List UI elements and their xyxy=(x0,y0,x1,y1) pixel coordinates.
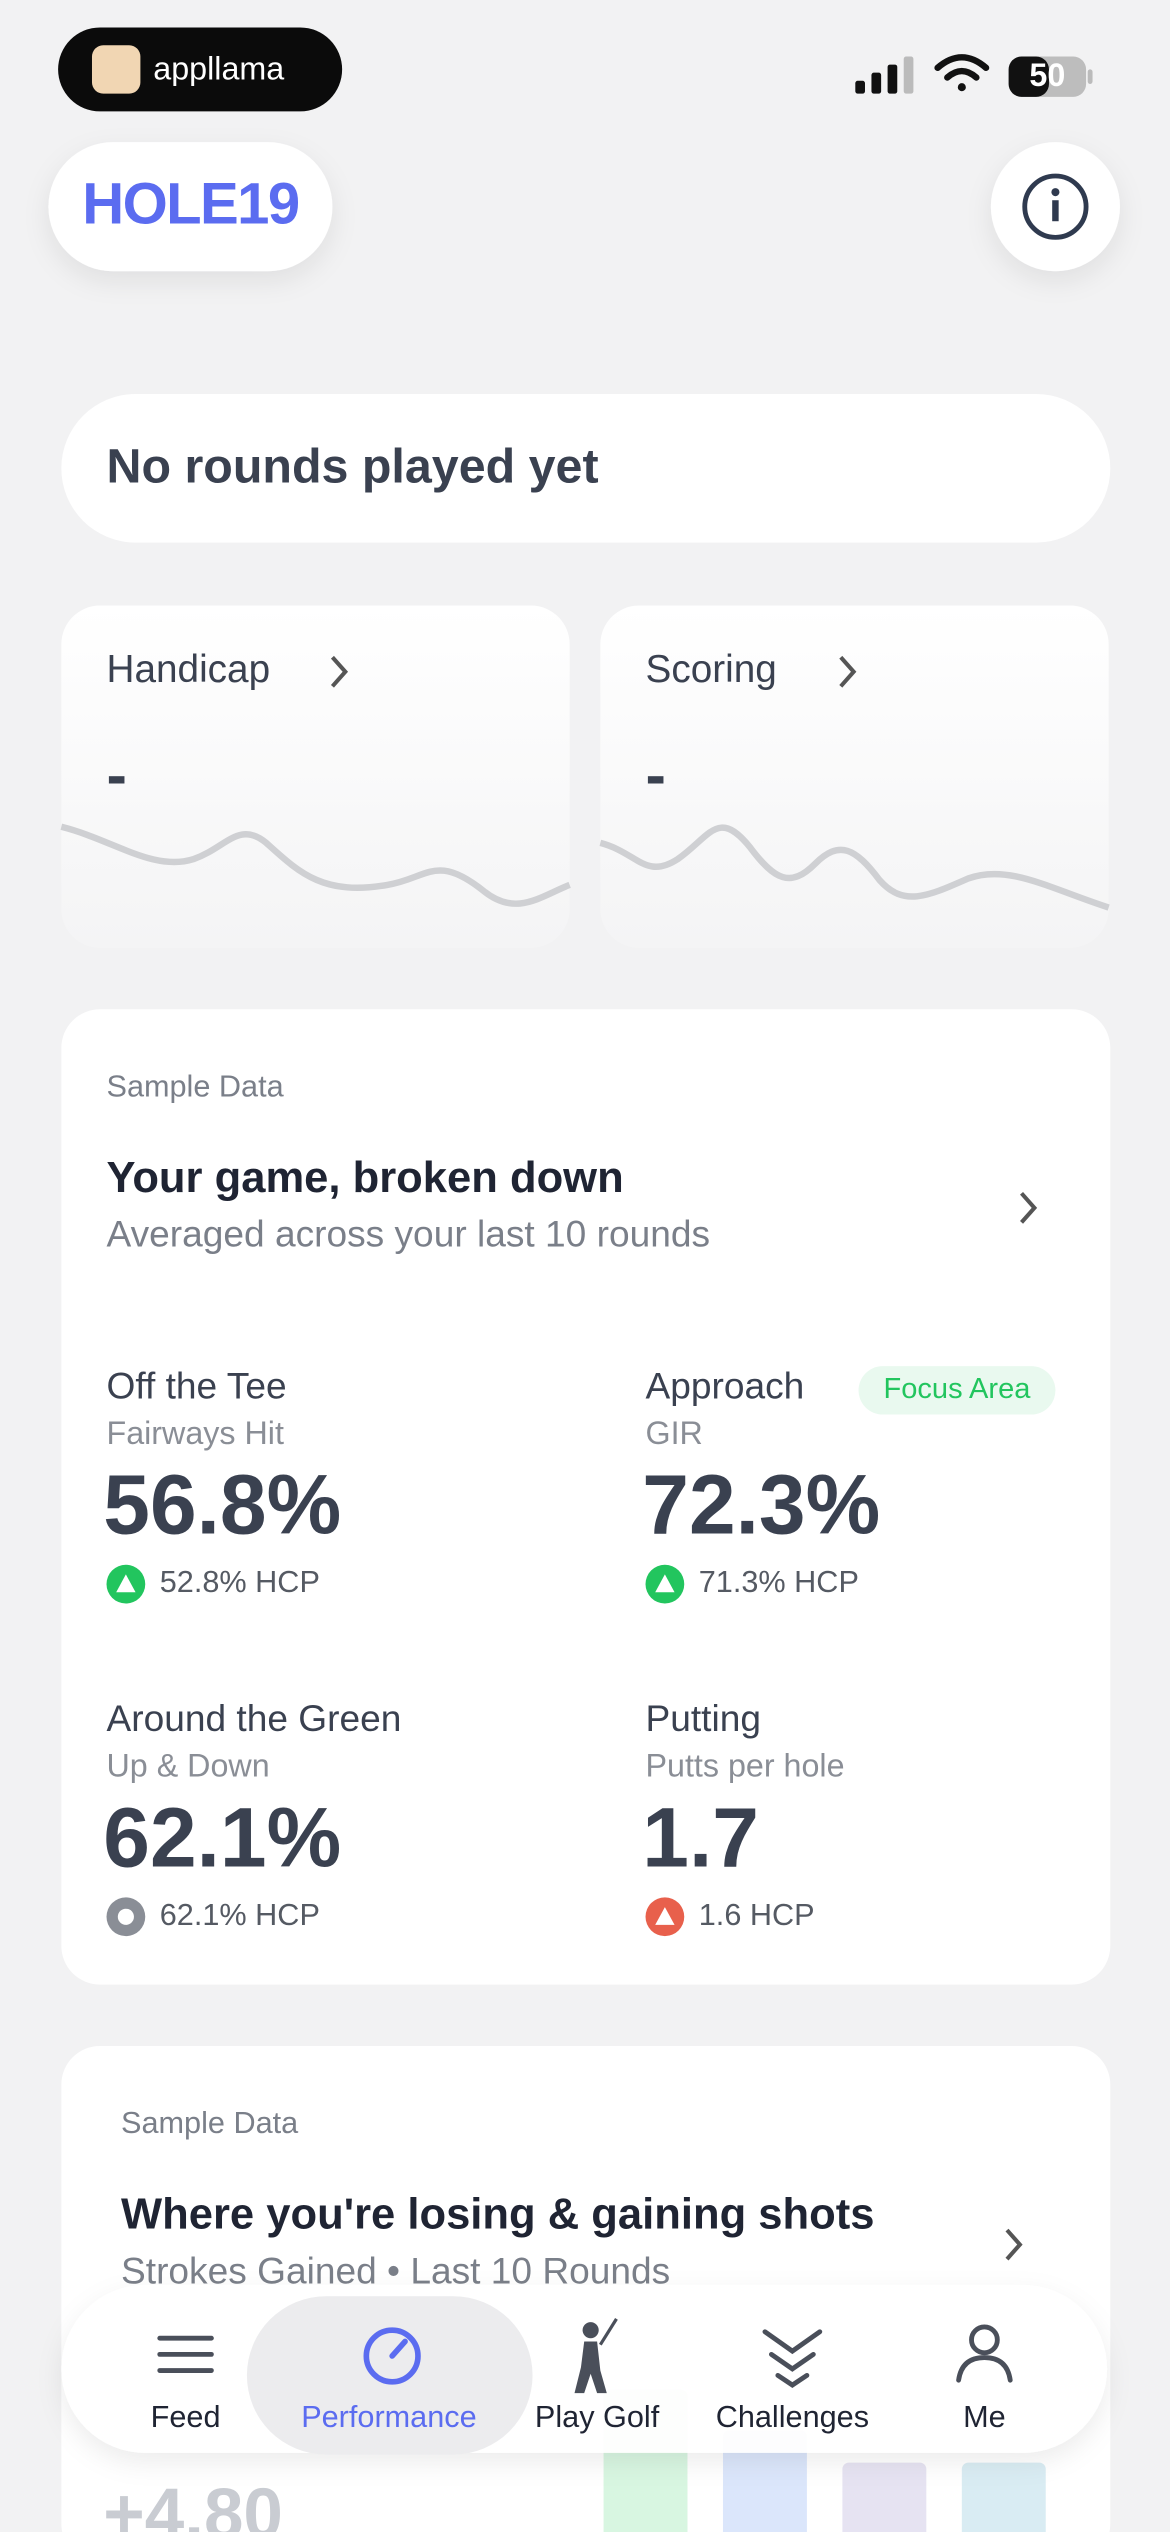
brand-icon xyxy=(91,45,141,94)
bar-decor xyxy=(961,2462,1046,2532)
strokes-value: +4.80 xyxy=(103,2475,283,2532)
trend-arrow xyxy=(655,1574,675,1593)
chevron xyxy=(330,655,349,688)
stat-hcp: 62.1% HCP xyxy=(160,1898,320,1932)
banner-text: No rounds played yet xyxy=(107,440,599,494)
card-title: Handicap xyxy=(107,648,271,691)
wifi-icon xyxy=(934,54,990,92)
trend-arrow xyxy=(116,1574,136,1593)
tab-performance[interactable]: Performance xyxy=(301,2327,477,2434)
chevron xyxy=(1005,2228,1023,2261)
bar-decor xyxy=(722,2430,807,2532)
trend-dot xyxy=(117,1908,134,1925)
card-title: Where you're losing & gaining shots xyxy=(121,2191,874,2239)
logo-pill xyxy=(48,142,333,272)
breakdown-card[interactable]: Sample Data Your game, broken down Avera… xyxy=(61,1009,1111,1985)
tab-label: Challenges xyxy=(716,2400,869,2434)
card-label: Sample Data xyxy=(107,1069,285,1103)
tab-label: Play Golf xyxy=(535,2400,660,2434)
stat-hcp: 52.8% HCP xyxy=(160,1565,320,1599)
focus-badge xyxy=(858,1366,1056,1415)
chevron xyxy=(1020,1191,1038,1224)
tab-play-golf[interactable]: Play Golf xyxy=(535,2317,660,2434)
battery-cap xyxy=(1087,69,1093,84)
tab-bar: Feed Performance Play Golf Challenges Me xyxy=(61,2284,1108,2455)
brand-name: appllama xyxy=(153,51,284,87)
stat-hcp: 1.6 HCP xyxy=(699,1898,815,1932)
card-value: - xyxy=(107,740,127,809)
signal-icon xyxy=(855,56,914,94)
stat-metric: GIR xyxy=(646,1415,703,1451)
tab-challenges[interactable]: Challenges xyxy=(716,2329,869,2434)
bar-decor xyxy=(842,2462,927,2532)
chevron xyxy=(839,655,857,688)
battery-text: 50 xyxy=(1029,57,1065,93)
stat-name: Off the Tee xyxy=(107,1365,287,1407)
handicap-sparkline xyxy=(60,823,571,907)
card-label: Sample Data xyxy=(121,2106,299,2140)
card-value: - xyxy=(646,740,666,809)
stat-name: Around the Green xyxy=(107,1697,402,1739)
stat-name: Approach xyxy=(646,1365,805,1407)
stat-name: Putting xyxy=(646,1697,762,1739)
trend-arrow xyxy=(655,1907,675,1925)
handicap-card[interactable]: Handicap - xyxy=(60,605,571,948)
logo: HOLE19 xyxy=(82,172,299,237)
focus-badge-text: Focus Area xyxy=(884,1373,1032,1405)
battery-level xyxy=(1008,56,1049,97)
card-title: Your game, broken down xyxy=(107,1154,624,1202)
info-button[interactable] xyxy=(990,142,1120,272)
stat-hcp: 71.3% HCP xyxy=(699,1565,859,1599)
scoring-sparkline xyxy=(599,824,1110,911)
stat-value: 72.3% xyxy=(642,1458,880,1552)
stat-metric: Up & Down xyxy=(107,1748,270,1784)
tab-label: Me xyxy=(963,2400,1006,2434)
stat-metric: Fairways Hit xyxy=(107,1415,284,1451)
banner xyxy=(61,394,1111,543)
card-subtitle: Strokes Gained • Last 10 Rounds xyxy=(121,2249,670,2291)
tab-feed[interactable]: Feed xyxy=(151,2335,221,2434)
status-bar: appllama 50 xyxy=(58,27,1093,112)
card-subtitle: Averaged across your last 10 rounds xyxy=(107,1213,711,1255)
tab-label: Feed xyxy=(151,2400,221,2434)
scoring-card[interactable]: Scoring - xyxy=(599,605,1110,948)
tab-me[interactable]: Me xyxy=(956,2324,1013,2434)
card-title: Scoring xyxy=(646,648,777,691)
stat-value: 1.7 xyxy=(642,1790,759,1884)
stat-value: 62.1% xyxy=(103,1790,341,1884)
stat-metric: Putts per hole xyxy=(646,1748,845,1784)
tab-label: Performance xyxy=(301,2400,476,2434)
active-tab-bg xyxy=(246,2296,533,2455)
stat-value: 56.8% xyxy=(103,1458,341,1552)
